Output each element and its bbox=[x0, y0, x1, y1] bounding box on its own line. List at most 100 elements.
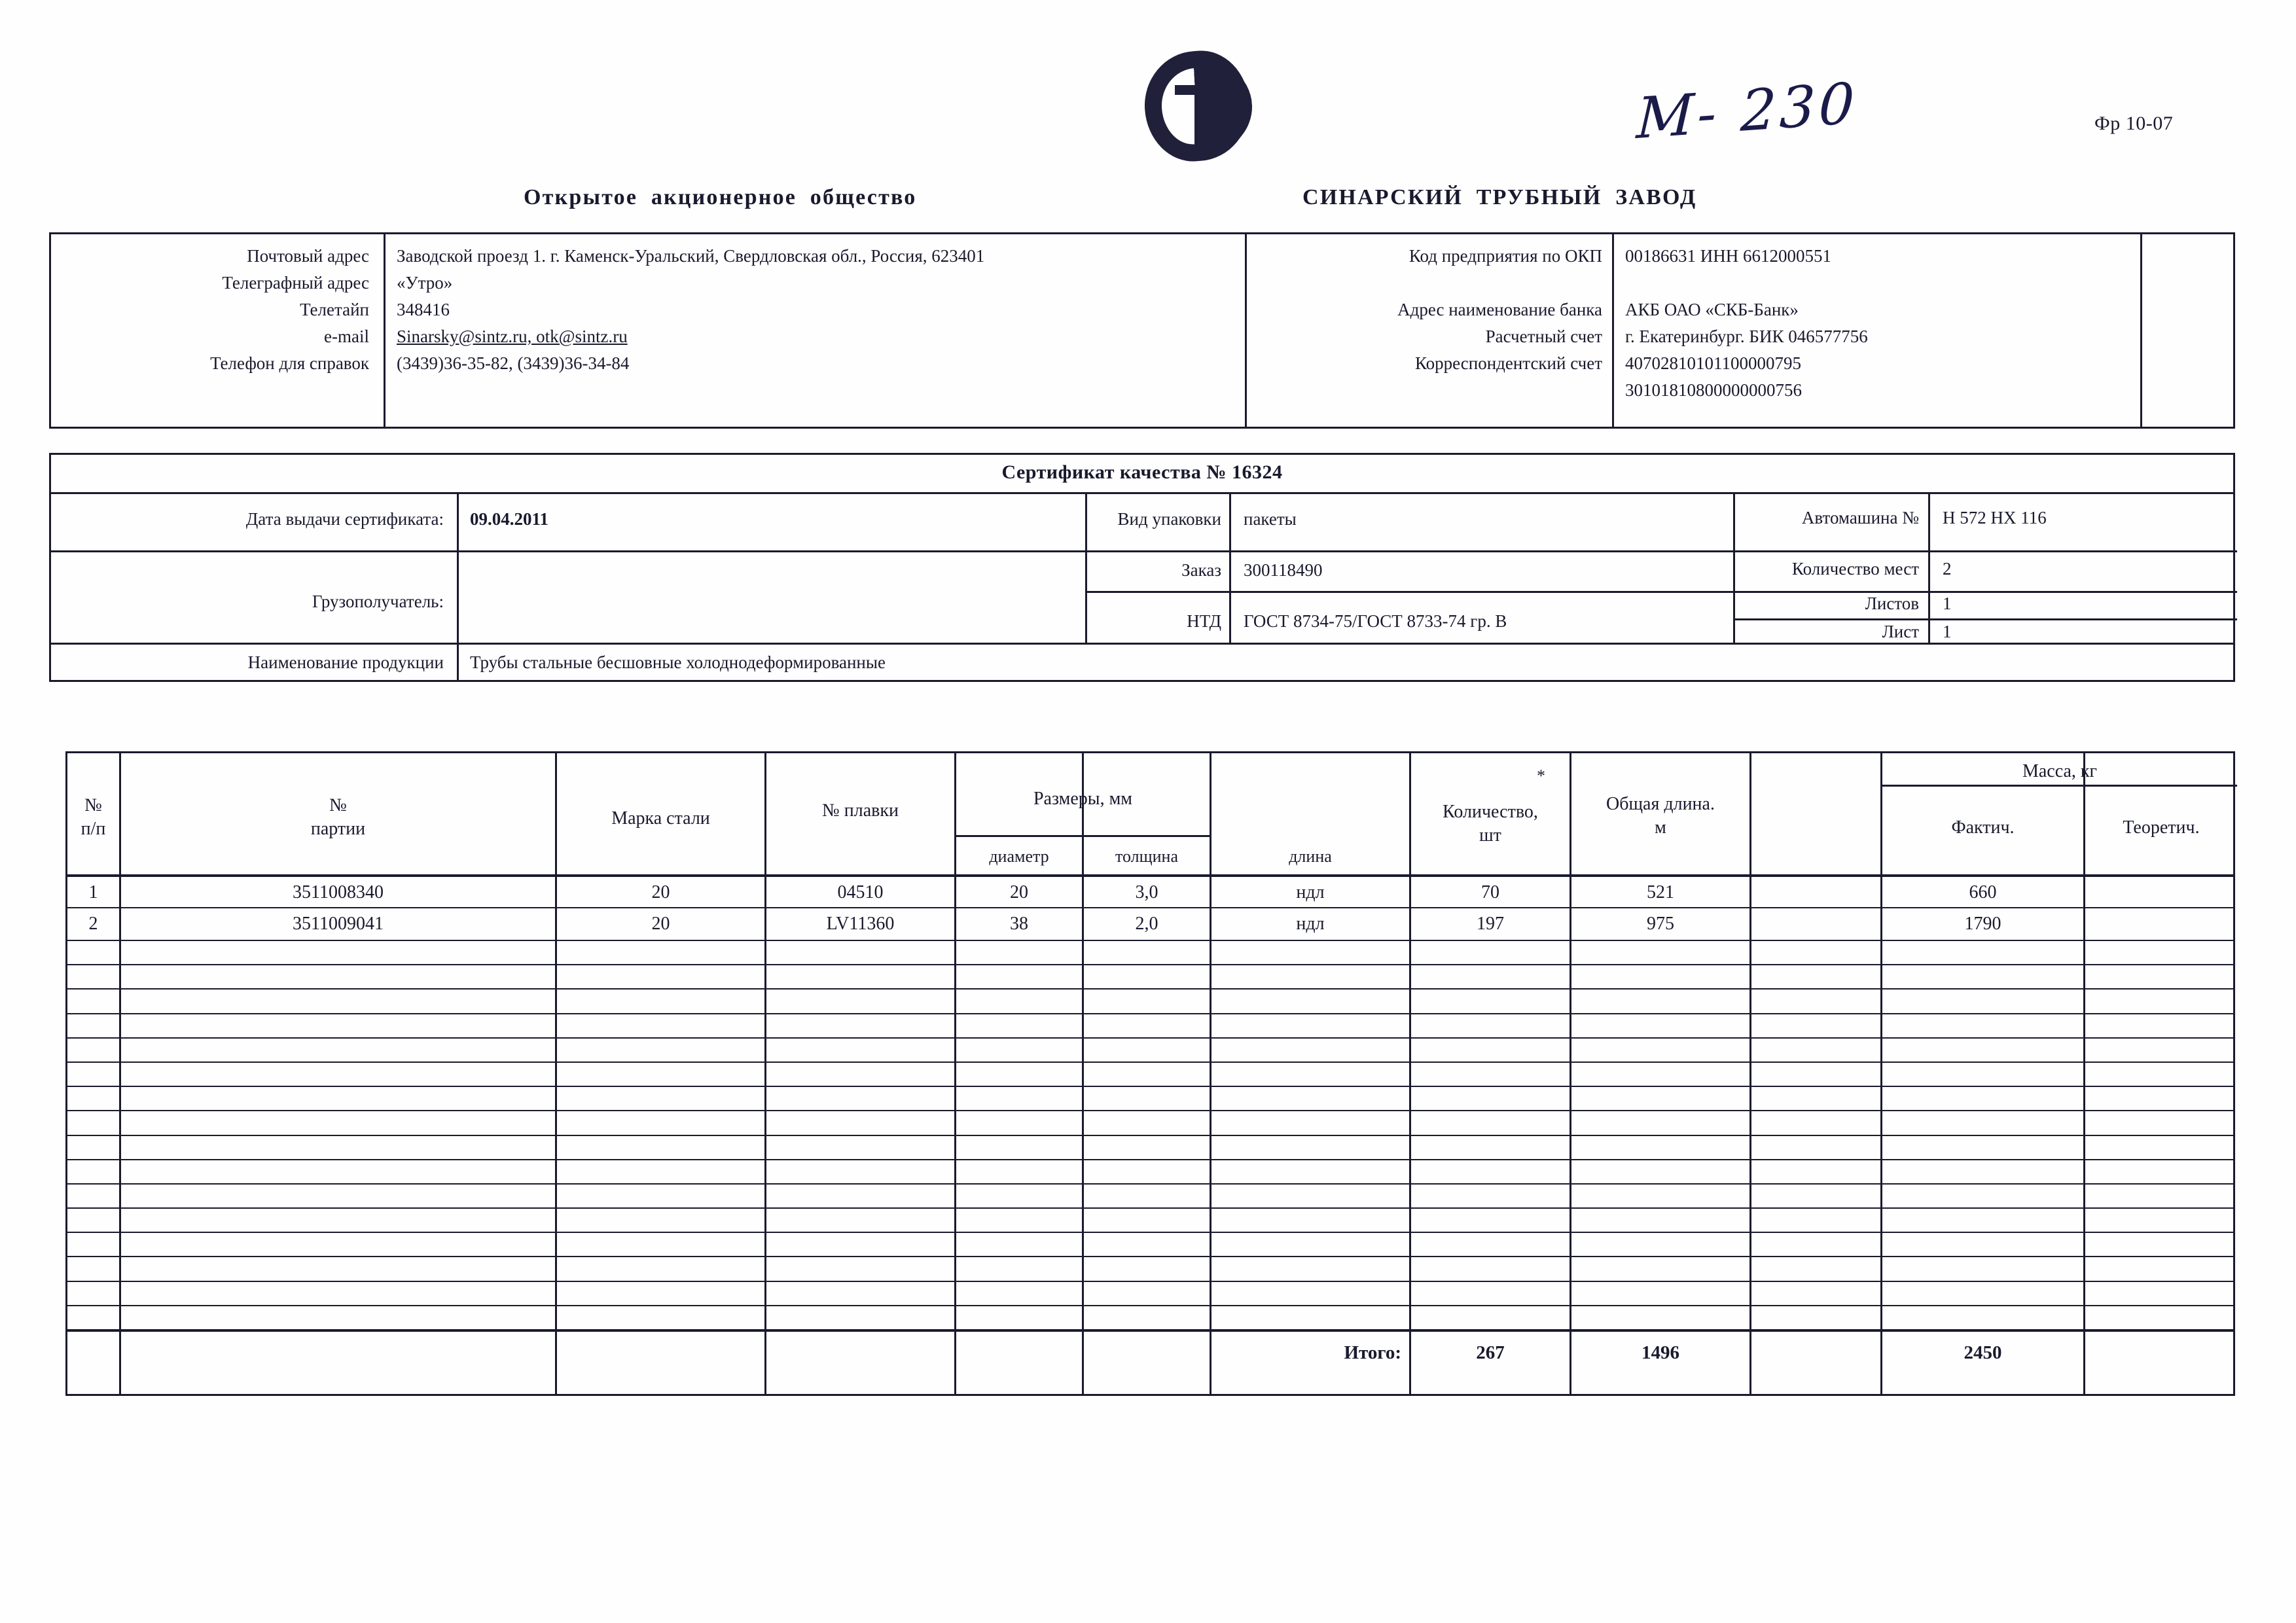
ntd-value: ГОСТ 8734-75/ГОСТ 8733-74 гр. В bbox=[1244, 611, 1507, 631]
td-mass-actual: 1790 bbox=[1964, 914, 2001, 934]
empty-table-row-divider bbox=[67, 1013, 2233, 1014]
divider bbox=[1733, 550, 2237, 552]
th-quantity: Количество, шт bbox=[1443, 802, 1538, 846]
contact-value-phone: (3439)36-35-82, (3439)36-34-84 bbox=[397, 353, 630, 373]
empty-table-row-divider bbox=[67, 1135, 2233, 1136]
td-thickness: 2,0 bbox=[1135, 914, 1158, 934]
sheet-label: Лист bbox=[1882, 622, 1919, 641]
divider bbox=[1928, 494, 1930, 643]
bank-labels: Код предприятия по ОКП Адрес наименовани… bbox=[1255, 243, 1602, 377]
divider bbox=[1733, 494, 1735, 643]
totals-quantity: 267 bbox=[1476, 1342, 1505, 1363]
order-value: 300118490 bbox=[1244, 560, 1323, 580]
divider bbox=[384, 234, 386, 427]
divider bbox=[555, 753, 557, 1394]
divider bbox=[1210, 753, 1211, 1394]
divider bbox=[1612, 234, 1614, 427]
bank-value-city-bik: г. Екатеринбург. БИК 046577756 bbox=[1625, 327, 1868, 346]
certificate-date-label: Дата выдачи сертификата: bbox=[245, 509, 444, 529]
divider bbox=[1082, 753, 1084, 1394]
empty-table-row-divider bbox=[67, 1037, 2233, 1039]
contact-label-postal: Почтовый адрес bbox=[247, 246, 369, 266]
td-length: ндл bbox=[1296, 882, 1325, 902]
th-dimensions-group: Размеры, мм bbox=[1033, 789, 1133, 809]
th-diameter: диаметр bbox=[989, 847, 1049, 866]
bank-label-name: Адрес наименование банка bbox=[1397, 300, 1602, 319]
contact-value-telegraph: «Утро» bbox=[397, 273, 453, 293]
packaging-label: Вид упаковки bbox=[1117, 509, 1221, 529]
contact-value-teletype: 348416 bbox=[397, 300, 450, 319]
th-mass-group: Масса, кг bbox=[2022, 761, 2098, 781]
empty-table-row-divider bbox=[67, 964, 2233, 965]
td-mass-actual: 660 bbox=[1969, 882, 1997, 902]
sheet-value: 1 bbox=[1943, 622, 1952, 641]
divider bbox=[1085, 591, 2237, 593]
bank-value-account: 40702810101100000795 bbox=[1625, 353, 1801, 373]
divider bbox=[67, 1329, 2233, 1332]
divider bbox=[1085, 550, 2237, 552]
contact-label-phone: Телефон для справок bbox=[210, 353, 369, 373]
divider bbox=[67, 874, 2233, 877]
asterisk-marker: * bbox=[1537, 766, 1545, 785]
td-batch: 3511008340 bbox=[293, 882, 384, 902]
contact-value-email[interactable]: Sinarsky@sintz.ru, otk@sintz.ru bbox=[397, 327, 628, 346]
company-details-block: Почтовый адрес Телеграфный адрес Телетай… bbox=[49, 232, 2235, 429]
divider bbox=[2083, 753, 2085, 1394]
divider bbox=[1880, 753, 1882, 1394]
divider bbox=[1245, 234, 1247, 427]
td-thickness: 3,0 bbox=[1135, 882, 1158, 902]
td-no: 1 bbox=[88, 882, 98, 902]
divider bbox=[1880, 785, 2237, 787]
divider bbox=[954, 753, 956, 1394]
divider bbox=[1085, 494, 1087, 643]
contact-label-telegraph: Телеграфный адрес bbox=[222, 273, 369, 293]
divider bbox=[954, 835, 1210, 837]
th-length: длина bbox=[1289, 847, 1332, 866]
divider bbox=[119, 753, 121, 1394]
sheets-total-label: Листов bbox=[1865, 594, 1919, 613]
vehicle-label: Автомашина № bbox=[1801, 508, 1919, 527]
bank-values: 00186631 ИНН 6612000551 АКБ ОАО «СКБ-Бан… bbox=[1625, 243, 2136, 404]
th-mass-actual: Фактич. bbox=[1951, 817, 2015, 838]
td-no: 2 bbox=[88, 914, 98, 934]
td-steel-grade: 20 bbox=[651, 882, 670, 902]
td-total-length: 975 bbox=[1647, 914, 1674, 934]
empty-table-row-divider bbox=[67, 1061, 2233, 1063]
empty-table-row-divider bbox=[67, 1207, 2233, 1209]
divider bbox=[67, 907, 2233, 908]
contact-value-postal: Заводской проезд 1. г. Каменск-Уральский… bbox=[397, 246, 985, 266]
td-length: ндл bbox=[1296, 914, 1325, 934]
bank-label-account: Расчетный счет bbox=[1485, 327, 1602, 346]
product-value: Трубы стальные бесшовные холоднодеформир… bbox=[470, 652, 886, 672]
th-steel-grade: Марка стали bbox=[611, 808, 710, 829]
company-logo bbox=[1136, 47, 1260, 165]
divider bbox=[1570, 753, 1571, 1394]
totals-mass-actual: 2450 bbox=[1964, 1342, 2002, 1363]
th-batch-number: № партии bbox=[310, 795, 366, 839]
td-heat-no: 04510 bbox=[837, 882, 884, 902]
divider bbox=[457, 494, 459, 643]
totals-label: Итого: bbox=[1344, 1342, 1401, 1363]
certificate-date-value: 09.04.2011 bbox=[470, 509, 549, 529]
logo-letter-t-stem-icon bbox=[1194, 85, 1202, 145]
td-diameter: 20 bbox=[1010, 882, 1028, 902]
places-label: Количество мест bbox=[1791, 559, 1919, 579]
product-name-row: Наименование продукции Трубы стальные бе… bbox=[51, 643, 2233, 680]
bank-value-okp: 00186631 ИНН 6612000551 bbox=[1625, 246, 1831, 266]
divider bbox=[1229, 494, 1231, 643]
totals-total-length: 1496 bbox=[1641, 1342, 1679, 1363]
td-steel-grade: 20 bbox=[651, 914, 670, 934]
divider bbox=[51, 550, 1229, 552]
form-code: Фр 10-07 bbox=[2094, 113, 2174, 134]
places-value: 2 bbox=[1943, 559, 1952, 579]
divider bbox=[1733, 618, 2237, 620]
td-total-length: 521 bbox=[1647, 882, 1674, 902]
bank-label-okp: Код предприятия по ОКП bbox=[1408, 246, 1602, 266]
product-label: Наименование продукции bbox=[247, 652, 444, 672]
packaging-value: пакеты bbox=[1244, 509, 1297, 529]
divider bbox=[764, 753, 766, 1394]
ntd-label: НТД bbox=[1187, 611, 1221, 631]
company-name: СИНАРСКИЙ ТРУБНЫЙ ЗАВОД bbox=[1302, 185, 1697, 209]
divider bbox=[457, 645, 459, 680]
